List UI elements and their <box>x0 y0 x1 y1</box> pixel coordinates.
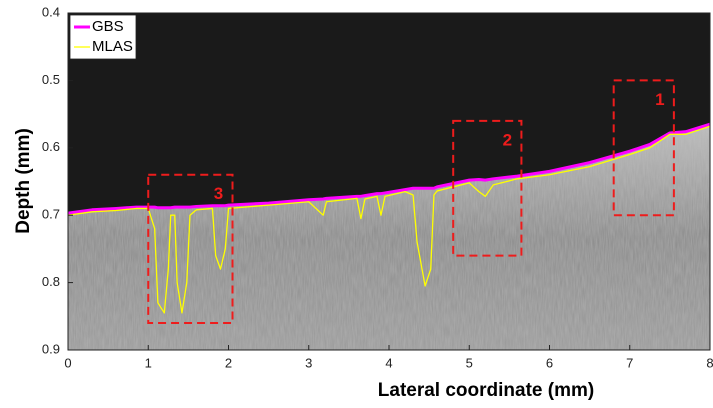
series-line <box>68 125 710 314</box>
legend-label: MLAS <box>92 38 133 55</box>
x-tick-label: 0 <box>64 355 71 370</box>
series-line <box>68 122 710 215</box>
y-axis-label: Depth (mm) <box>13 128 34 234</box>
x-tick-label: 4 <box>385 355 392 370</box>
region-label: 3 <box>214 184 223 203</box>
y-tick-label: 0.7 <box>42 207 60 222</box>
image-layer <box>68 124 710 350</box>
y-tick-label: 0.8 <box>42 274 60 289</box>
y-tick-label: 0.6 <box>42 139 60 154</box>
legend-box <box>69 14 137 60</box>
legend-label: GBS <box>92 18 124 35</box>
x-tick-label: 2 <box>225 355 232 370</box>
x-tick-label: 3 <box>305 355 312 370</box>
region-box <box>452 119 523 257</box>
lines <box>68 122 710 314</box>
y-tick-label: 0.9 <box>42 341 60 356</box>
region-label: 2 <box>503 130 512 149</box>
y-tick-label: 0.5 <box>42 72 60 87</box>
tissue-texture <box>68 124 710 350</box>
x-tick-label: 8 <box>706 355 713 370</box>
x-tick-label: 5 <box>466 355 473 370</box>
region-box <box>612 79 675 217</box>
y-tick-label: 0.4 <box>42 4 60 19</box>
x-tick-label: 7 <box>626 355 633 370</box>
x-tick-label: 6 <box>546 355 553 370</box>
x-axis-label: Lateral coordinate (mm) <box>378 380 594 401</box>
region-label: 1 <box>655 90 664 109</box>
region-box <box>147 173 234 325</box>
x-tick-label: 1 <box>145 355 152 370</box>
